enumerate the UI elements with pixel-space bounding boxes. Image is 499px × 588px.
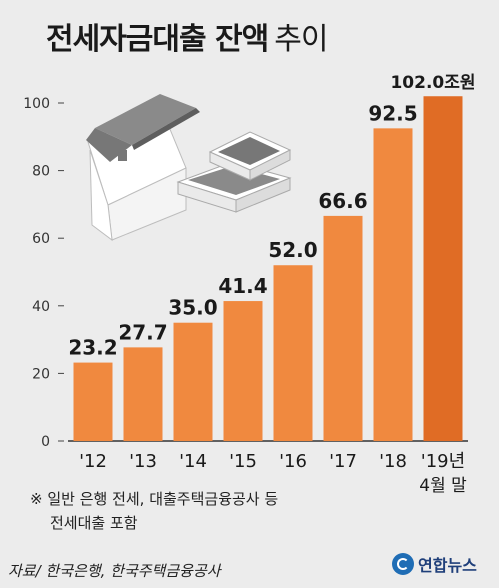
y-tick-label: 20	[32, 366, 50, 382]
house-illustration	[86, 94, 200, 242]
chart-title-sub: 추이	[274, 22, 328, 57]
y-tick-label: 100	[23, 96, 50, 112]
y-tick-label: 0	[41, 434, 50, 450]
x-tick-label: '16	[279, 451, 307, 472]
yonhap-logo: 연합뉴스	[392, 552, 477, 576]
bar	[423, 96, 463, 442]
footnote-line-1: ※ 일반 은행 전세, 대출주택금융공사 등	[30, 490, 279, 508]
bar	[373, 128, 413, 441]
x-tick-label: '14	[179, 451, 207, 472]
bar	[223, 301, 263, 441]
source-text: 자료/ 한국은행, 한국주택금융공사	[8, 562, 221, 580]
bar	[173, 322, 213, 441]
yonhap-logo-text: 연합뉴스	[418, 556, 477, 575]
bar	[273, 265, 313, 441]
yonhap-logo-icon	[392, 553, 414, 575]
chart-title: 전세자금대출 잔액 추이	[46, 14, 328, 58]
bar-value-label: 102.0조원	[390, 73, 475, 93]
bar-value-label: 27.7	[118, 320, 167, 344]
x-tick-label: '15	[229, 451, 257, 472]
y-tick-label: 80	[32, 164, 50, 180]
bar-value-label: 23.2	[68, 336, 117, 360]
footnote: ※ 일반 은행 전세, 대출주택금융공사 등 전세대출 포함	[30, 487, 278, 535]
x-tick-label: '12	[79, 451, 107, 472]
x-tick-label: '19년	[421, 451, 465, 472]
bar-value-label: 35.0	[168, 296, 217, 320]
x-tick-label: '17	[329, 451, 357, 472]
chart-title-main: 전세자금대출 잔액	[46, 22, 269, 57]
x-tick-sublabel: 4월 말	[419, 476, 467, 496]
money-illustration	[176, 131, 292, 213]
x-tick-label: '18	[379, 451, 407, 472]
bar-value-label: 66.6	[318, 189, 367, 213]
footnote-line-2: 전세대출 포함	[50, 514, 138, 532]
x-tick-label: '13	[129, 451, 157, 472]
bar-value-label: 92.5	[368, 101, 417, 125]
bar	[323, 215, 363, 441]
bar-value-label: 41.4	[218, 274, 267, 298]
bar-value-label: 52.0	[268, 238, 317, 262]
y-tick-label: 40	[32, 299, 50, 315]
bar	[123, 347, 163, 441]
bar	[73, 362, 113, 441]
y-tick-label: 60	[32, 231, 50, 247]
